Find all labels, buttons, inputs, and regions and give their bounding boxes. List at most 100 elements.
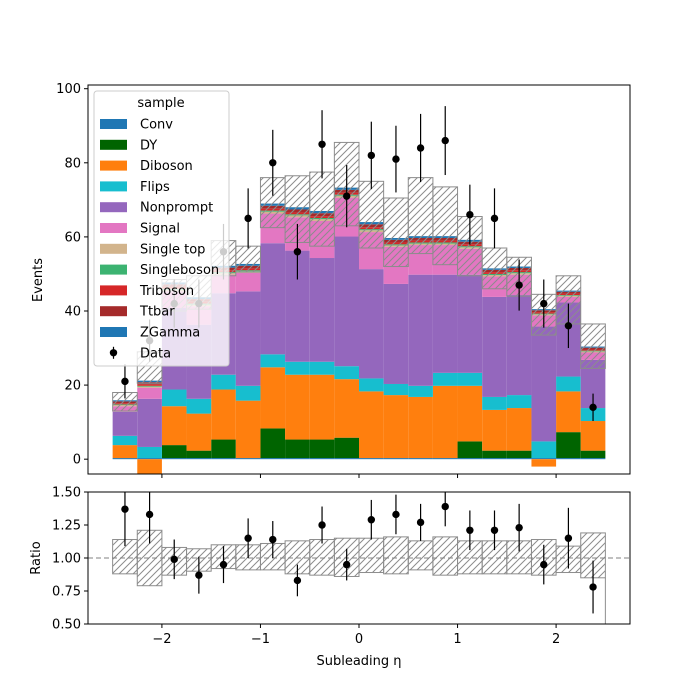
ratio-point-15 (490, 526, 499, 534)
bar-flips-bin-18 (556, 376, 581, 392)
legend-label-singleboson: Singleboson (140, 263, 219, 278)
uncertainty-bin-8 (309, 171, 335, 247)
bar-flips-bin-8 (309, 361, 335, 375)
ratio-point-11 (392, 510, 400, 519)
bar-flips-bin-10 (359, 378, 384, 392)
ratio-point-2 (170, 555, 178, 564)
bar-conv-bin-17 (531, 458, 557, 460)
uncertainty-bin-12 (407, 177, 434, 255)
bar-diboson-bin-8 (309, 374, 335, 440)
bar-flips-bin-12 (408, 385, 433, 397)
x-tick-label-3: 1 (453, 632, 461, 647)
bar-nonprompt-bin-12 (408, 274, 433, 386)
bar-nonprompt-bin-14 (457, 274, 483, 373)
data-point-16 (515, 281, 523, 289)
legend-swatch-triboson (100, 285, 127, 296)
bar-flips-bin-6 (260, 354, 286, 368)
ratio-uncertainty-bin-8 (309, 539, 335, 576)
bar-nonprompt-bin-9 (334, 236, 359, 367)
bar-conv-bin-6 (260, 458, 286, 460)
bar-flips-bin-9 (334, 366, 359, 380)
legend-swatch-diboson (100, 160, 127, 171)
legend-swatch-singleboson (100, 264, 127, 275)
bar-diboson-bin-10 (359, 391, 384, 459)
bar-diboson-bin-12 (408, 396, 433, 459)
bar-nonprompt-bin-8 (309, 258, 335, 362)
main-y-tick-label-4: 80 (64, 156, 81, 171)
bar-conv-bin-15 (482, 458, 507, 460)
bar-dy-bin-8 (309, 439, 335, 459)
data-point-13 (441, 136, 449, 145)
bar-conv-bin-5 (235, 458, 261, 460)
data-point-5 (244, 214, 252, 223)
bar-dy-bin-3 (186, 450, 212, 459)
x-axis-label: Subleading η (316, 654, 401, 669)
legend-swatch-dy (100, 139, 127, 150)
legend-swatch-nonprompt (100, 202, 127, 213)
bar-diboson-bin-6 (260, 367, 286, 429)
main-y-tick-label-5: 100 (56, 82, 81, 97)
legend-label-dy: DY (140, 138, 157, 153)
x-tick-label-4: 2 (552, 632, 560, 647)
bar-diboson-bin-9 (334, 379, 359, 438)
ratio-y-ticks: 0.50 0.75 1.00 1.25 1.50 (52, 486, 88, 633)
ratio-point-16 (515, 523, 523, 532)
bar-flips-bin-16 (506, 395, 532, 409)
ratio-uncertainty-bin-13 (432, 536, 459, 576)
bar-dy-bin-2 (161, 445, 187, 459)
bar-signal-bin-1 (137, 387, 162, 399)
ratio-point-1 (145, 510, 154, 519)
bar-nonprompt-bin-1 (137, 398, 162, 447)
data-point-8 (318, 140, 326, 148)
bar-conv-bin-16 (506, 458, 532, 460)
bar-conv-bin-2 (161, 458, 187, 460)
legend-frame (93, 90, 230, 367)
bar-conv-bin-19 (580, 458, 606, 460)
ratio-point-17 (540, 560, 548, 569)
bar-nonprompt-bin-17 (531, 326, 557, 442)
bar-triboson-bin-1 (137, 384, 162, 386)
legend-label-nonprompt: Nonprompt (140, 201, 213, 216)
data-point-17 (540, 299, 548, 308)
bar-nonprompt-bin-13 (432, 274, 458, 373)
bar-nonprompt-bin-10 (359, 269, 384, 379)
legend-swatch-signal (100, 223, 127, 233)
bar-flips-bin-3 (186, 398, 212, 414)
bar-conv-bin-18 (556, 458, 581, 460)
ratio-point-10 (367, 516, 376, 524)
bar-flips-bin-15 (482, 396, 507, 410)
legend-swatch-conv (100, 119, 127, 129)
data-point-0 (121, 377, 129, 386)
bar-single-top-bin-1 (137, 386, 162, 388)
main-y-tick-label-2: 40 (64, 304, 81, 319)
ratio-y-tick-label-1: 0.75 (52, 585, 81, 600)
bar-conv-bin-14 (457, 458, 483, 460)
bar-diboson-bin-18 (556, 391, 581, 433)
data-point-9 (342, 192, 351, 200)
ratio-point-13 (441, 502, 449, 511)
bar-conv-bin-1 (137, 458, 162, 460)
bar-dy-bin-19 (580, 450, 606, 459)
legend-label-signal: Signal (140, 222, 180, 237)
data-point-7 (293, 248, 302, 256)
main-y-axis-label: Events (31, 258, 46, 302)
bar-dy-bin-9 (334, 437, 359, 459)
ratio-point-5 (244, 534, 252, 542)
legend-label-flips: Flips (140, 180, 170, 195)
bar-diboson-bin-15 (482, 409, 507, 451)
legend-title: sample (137, 96, 184, 111)
ratio-point-7 (293, 576, 302, 585)
legend-swatch-zgamma (100, 327, 127, 337)
bar-conv-bin-0 (112, 458, 138, 460)
ratio-y-tick-label-2: 1.00 (52, 552, 81, 567)
uncertainty-bin-13 (432, 186, 459, 266)
bar-flips-bin-13 (432, 372, 458, 386)
ratio-point-19 (589, 583, 597, 591)
bar-nonprompt-bin-6 (260, 243, 286, 355)
ratio-x-ticks: −2 −1 0 1 2 (152, 624, 560, 647)
bar-nonprompt-bin-11 (383, 283, 409, 384)
bar-diboson-bin-1 (137, 459, 162, 474)
bar-dy-bin-18 (556, 432, 581, 459)
bar-dy-bin-6 (260, 428, 286, 459)
data-point-18 (564, 322, 573, 330)
